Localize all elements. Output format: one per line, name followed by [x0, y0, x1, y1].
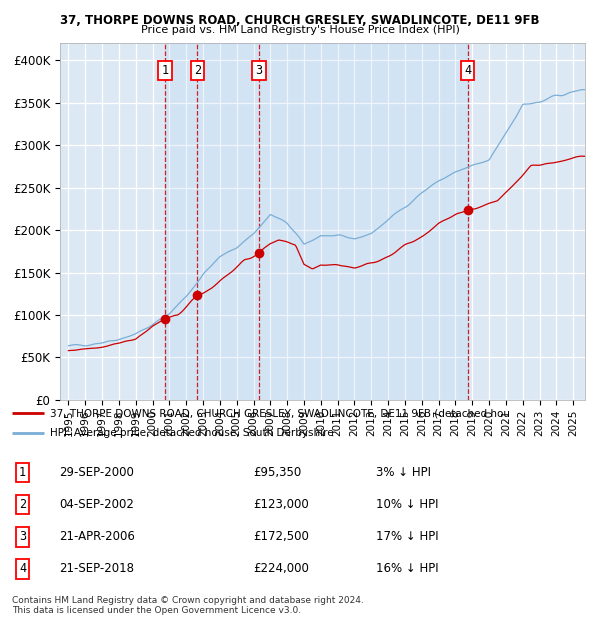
Text: 21-APR-2006: 21-APR-2006 — [59, 530, 135, 543]
Text: £123,000: £123,000 — [253, 498, 309, 511]
Text: 29-SEP-2000: 29-SEP-2000 — [59, 466, 134, 479]
Text: 1: 1 — [19, 466, 26, 479]
Text: £224,000: £224,000 — [253, 562, 309, 575]
Text: 16% ↓ HPI: 16% ↓ HPI — [376, 562, 439, 575]
Text: 37, THORPE DOWNS ROAD, CHURCH GRESLEY, SWADLINCOTE, DE11 9FB: 37, THORPE DOWNS ROAD, CHURCH GRESLEY, S… — [60, 14, 540, 27]
Text: 10% ↓ HPI: 10% ↓ HPI — [376, 498, 439, 511]
Text: 2: 2 — [19, 498, 26, 511]
Text: 3: 3 — [255, 64, 262, 77]
Text: 17% ↓ HPI: 17% ↓ HPI — [376, 530, 439, 543]
Text: 2: 2 — [194, 64, 201, 77]
Text: Contains HM Land Registry data © Crown copyright and database right 2024.: Contains HM Land Registry data © Crown c… — [12, 596, 364, 606]
Text: 4: 4 — [19, 562, 26, 575]
Text: Price paid vs. HM Land Registry's House Price Index (HPI): Price paid vs. HM Land Registry's House … — [140, 25, 460, 35]
Text: 4: 4 — [464, 64, 471, 77]
Text: 1: 1 — [161, 64, 169, 77]
Text: This data is licensed under the Open Government Licence v3.0.: This data is licensed under the Open Gov… — [12, 606, 301, 616]
Text: 3: 3 — [19, 530, 26, 543]
Text: 3% ↓ HPI: 3% ↓ HPI — [376, 466, 431, 479]
Text: 04-SEP-2002: 04-SEP-2002 — [59, 498, 134, 511]
Text: £95,350: £95,350 — [253, 466, 301, 479]
Text: HPI: Average price, detached house, South Derbyshire: HPI: Average price, detached house, Sout… — [50, 428, 334, 438]
Text: 37, THORPE DOWNS ROAD, CHURCH GRESLEY, SWADLINCOTE, DE11 9FB (detached hou: 37, THORPE DOWNS ROAD, CHURCH GRESLEY, S… — [50, 408, 510, 418]
Text: £172,500: £172,500 — [253, 530, 309, 543]
Text: 21-SEP-2018: 21-SEP-2018 — [59, 562, 134, 575]
Bar — [165, 43, 467, 400]
